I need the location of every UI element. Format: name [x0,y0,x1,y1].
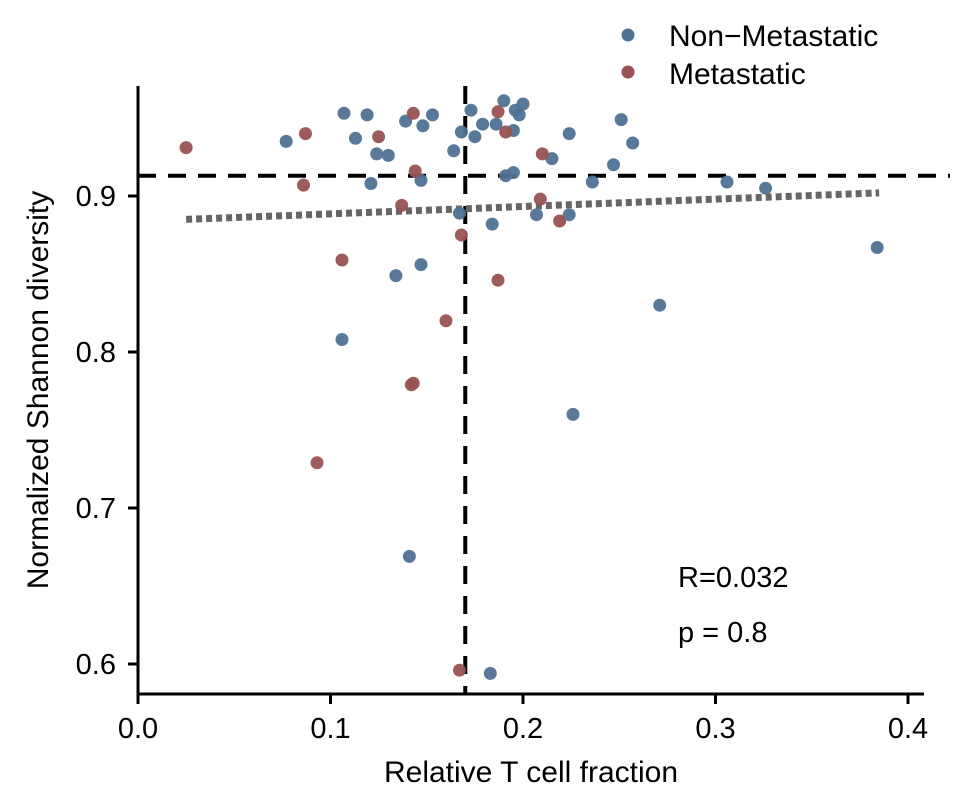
data-point-non-metastatic [414,173,428,187]
x-tick-label: 0.1 [310,713,350,745]
reference-lines [138,86,950,694]
data-point-non-metastatic [562,127,576,141]
legend-label-metastatic: Metastatic [669,58,806,91]
data-point-non-metastatic [454,125,468,139]
data-point-non-metastatic [497,94,511,108]
data-point-metastatic [533,192,547,206]
data-point-non-metastatic [370,147,384,161]
y-axis-title: Normalized Shannon diversity [22,191,55,590]
data-point-metastatic [310,456,324,470]
data-point-non-metastatic [870,241,884,254]
data-point-metastatic [372,130,386,144]
data-point-non-metastatic [416,119,430,133]
data-point-non-metastatic [489,117,503,131]
data-point-non-metastatic [402,549,416,563]
data-point-non-metastatic [506,166,520,180]
x-axis-title: Relative T cell fraction [384,756,678,787]
y-tick-label: 0.7 [76,493,116,525]
data-point-metastatic [179,141,193,155]
data-point-non-metastatic [530,208,543,222]
data-point-non-metastatic [566,407,580,421]
data-point-metastatic [553,214,567,228]
data-point-metastatic [535,147,549,161]
trend-line [185,189,880,223]
correlation-r-label: R=0.032 [678,562,788,594]
data-point-non-metastatic [759,181,773,195]
data-point-non-metastatic [360,108,374,122]
data-point-metastatic [297,178,310,192]
data-point-non-metastatic [447,144,461,158]
data-point-non-metastatic [607,158,620,172]
axis-ticks: 0.0 0.1 0.2 0.3 0.4 0.6 0.7 0.8 0.9 [76,181,928,745]
data-point-metastatic [335,253,349,267]
data-point-non-metastatic [476,117,490,131]
y-tick-label: 0.9 [76,181,116,213]
data-point-metastatic [299,127,312,141]
y-tick-label: 0.6 [76,649,116,681]
data-point-non-metastatic [614,113,628,127]
x-tick-label: 0.4 [888,713,928,745]
data-point-metastatic [404,378,418,392]
data-point-non-metastatic [483,666,497,680]
data-point-non-metastatic [516,97,530,111]
axes [136,86,924,696]
data-point-metastatic [406,106,420,120]
data-point-non-metastatic [453,206,466,220]
data-point-non-metastatic [335,333,349,346]
trend-line-group [185,189,880,223]
data-point-non-metastatic [545,152,559,166]
data-point-metastatic [491,105,505,119]
data-point-non-metastatic [389,269,403,283]
data-point-non-metastatic [585,175,599,189]
data-point-non-metastatic [485,217,499,231]
data-point-non-metastatic [562,208,576,222]
legend-marker-metastatic [621,65,635,79]
data-point-non-metastatic [626,136,640,150]
data-point-non-metastatic [464,103,478,117]
data-point-non-metastatic [426,108,439,122]
data-point-metastatic [439,314,453,328]
data-point-metastatic [395,198,409,212]
data-point-non-metastatic [349,131,362,145]
x-tick-label: 0.3 [695,713,735,745]
data-point-non-metastatic [337,106,351,120]
data-point-non-metastatic [414,258,428,272]
data-point-metastatic [499,125,513,139]
data-point-non-metastatic [512,108,526,122]
data-point-non-metastatic [653,298,667,312]
data-point-metastatic [491,273,505,287]
data-points [179,94,884,680]
data-point-metastatic [454,228,468,242]
legend-marker-non-metastatic [621,28,635,42]
legend: Non−Metastatic Metastatic [621,20,878,91]
y-tick-label: 0.8 [76,337,116,369]
data-point-metastatic [408,164,422,178]
data-point-non-metastatic [381,148,395,162]
x-tick-label: 0.2 [503,713,543,745]
p-value-label: p = 0.8 [678,617,768,649]
legend-label-non-metastatic: Non−Metastatic [669,20,878,53]
x-tick-label: 0.0 [118,713,158,745]
data-point-non-metastatic [468,130,482,144]
data-point-non-metastatic [279,134,293,148]
data-point-metastatic [453,663,466,677]
data-point-non-metastatic [364,177,378,190]
data-point-non-metastatic [720,175,734,189]
